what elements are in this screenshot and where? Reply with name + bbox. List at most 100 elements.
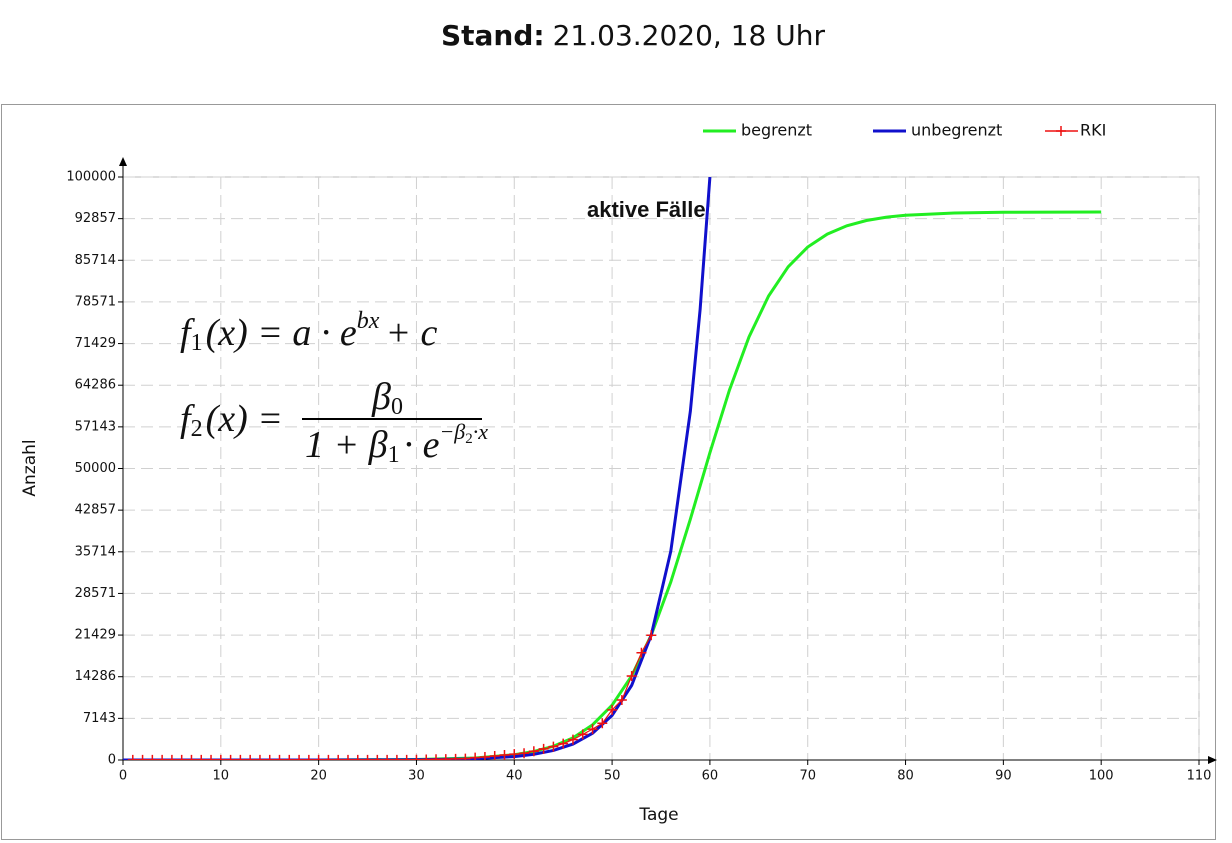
x-tick-label: 10 xyxy=(213,769,230,784)
y-tick-label: 64286 xyxy=(75,378,116,393)
title: Stand: 21.03.2020, 18 Uhr xyxy=(441,19,826,52)
data-marker xyxy=(646,630,657,641)
data-marker xyxy=(313,754,324,760)
data-marker xyxy=(186,754,197,760)
data-marker xyxy=(626,671,637,682)
data-marker xyxy=(479,751,490,760)
denominator: 1 + β xyxy=(305,424,388,466)
data-marker xyxy=(519,748,530,759)
data-marker xyxy=(470,752,481,760)
data-marker xyxy=(176,754,187,760)
data-marker xyxy=(362,754,373,760)
data-marker xyxy=(372,754,383,760)
x-tick-label: 50 xyxy=(604,769,621,784)
data-marker xyxy=(235,754,246,760)
formula-body: (x) = a · e xyxy=(206,312,357,354)
f-index: 1 xyxy=(191,330,203,356)
y-tick-label: 7143 xyxy=(83,711,116,726)
legend-marker xyxy=(1056,126,1066,136)
y-tick-label: 92857 xyxy=(75,211,116,226)
denominator-exponent: −β xyxy=(439,419,465,444)
formula-1: f1(x) = a · ebx + c xyxy=(180,308,438,356)
data-marker xyxy=(196,754,207,760)
y-tick-label: 35714 xyxy=(75,544,116,559)
denominator-index: 1 xyxy=(388,442,400,468)
data-marker xyxy=(157,754,168,760)
data-marker xyxy=(567,734,578,745)
data-marker xyxy=(284,754,295,760)
data-marker xyxy=(538,743,549,754)
data-marker xyxy=(558,738,569,749)
data-marker xyxy=(382,754,393,760)
x-tick-label: 0 xyxy=(119,769,127,784)
y-tick-label: 21429 xyxy=(75,628,116,643)
data-marker xyxy=(137,754,148,760)
legend-label: begrenzt xyxy=(741,121,812,140)
data-marker xyxy=(440,754,451,760)
data-marker xyxy=(342,754,353,760)
data-marker xyxy=(587,724,598,735)
x-tick-label: 80 xyxy=(897,769,914,784)
formula-2-denominator: 1 + β1 · e−β2·x xyxy=(305,419,488,467)
y-axis-arrow xyxy=(119,157,127,166)
data-marker xyxy=(147,754,158,760)
f-index: 2 xyxy=(191,416,203,442)
data-marker xyxy=(636,647,647,658)
data-marker xyxy=(225,754,236,760)
numerator: β xyxy=(371,376,391,418)
y-tick-label: 50000 xyxy=(75,461,116,476)
data-marker xyxy=(166,754,177,760)
data-marker xyxy=(274,754,285,760)
x-tick-label: 60 xyxy=(702,769,719,784)
x-tick-label: 70 xyxy=(799,769,816,784)
plot-area xyxy=(122,176,1200,761)
title-bold: Stand: xyxy=(441,19,545,52)
y-tick-label: 78571 xyxy=(75,294,116,309)
y-tick-label: 100000 xyxy=(66,170,116,185)
y-tick-label: 71429 xyxy=(75,336,116,351)
x-tick-label: 40 xyxy=(506,769,523,784)
annotation: aktive Fälle xyxy=(587,197,706,222)
data-marker xyxy=(323,754,334,760)
formula-lhs: (x) = xyxy=(206,398,283,440)
y-tick-label: 85714 xyxy=(75,253,116,268)
formula-tail: + c xyxy=(385,312,437,354)
x-tick-label: 30 xyxy=(408,769,425,784)
data-marker xyxy=(206,754,217,760)
data-marker xyxy=(548,741,559,752)
legend-label: RKI xyxy=(1080,121,1106,140)
data-marker xyxy=(333,754,344,760)
data-marker xyxy=(450,753,461,760)
data-marker xyxy=(215,754,226,760)
data-marker xyxy=(577,729,588,740)
data-marker xyxy=(401,754,412,760)
data-marker xyxy=(411,754,422,760)
data-marker xyxy=(489,751,500,760)
x-tick-label: 100 xyxy=(1089,769,1114,784)
data-marker xyxy=(509,749,520,760)
y-tick-label: 57143 xyxy=(75,419,116,434)
data-marker xyxy=(528,746,539,757)
x-axis-arrow xyxy=(1208,756,1217,764)
y-tick-label: 28571 xyxy=(75,586,116,601)
y-axis-label: Anzahl xyxy=(20,439,40,496)
data-marker xyxy=(460,753,471,760)
data-marker xyxy=(245,754,256,760)
y-tick-label: 0 xyxy=(108,753,116,768)
formula-exponent: bx xyxy=(357,308,380,334)
data-marker xyxy=(352,754,363,760)
exponent-index: 2 xyxy=(465,431,473,447)
x-axis-label: Tage xyxy=(638,805,678,825)
numerator-index: 0 xyxy=(391,394,403,420)
exponent-tail: ·x xyxy=(473,419,489,444)
x-tick-label: 90 xyxy=(995,769,1012,784)
data-marker xyxy=(597,718,608,729)
data-marker xyxy=(431,754,442,760)
legend: begrenzt unbegrenzt RKI xyxy=(703,121,1106,140)
title-date: 21.03.2020, 18 Uhr xyxy=(553,19,826,52)
data-marker xyxy=(607,704,618,715)
data-marker xyxy=(303,754,314,760)
formula-2-numerator: β0 xyxy=(371,376,403,420)
